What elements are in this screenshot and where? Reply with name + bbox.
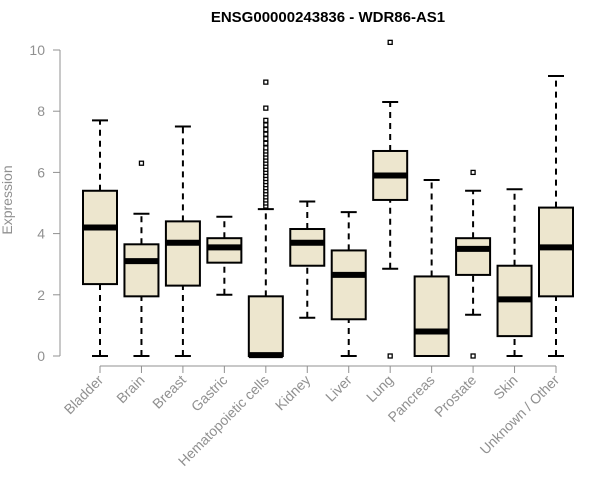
box-rect-0	[82, 189, 118, 286]
x-tick-label-11: Unknown / Other	[477, 372, 563, 458]
x-tick-label-7: Lung	[363, 372, 396, 405]
y-tick-label-4: 8	[37, 103, 45, 119]
box-rect-4	[247, 295, 284, 357]
box-3	[206, 215, 243, 296]
outlier-4-24	[263, 122, 269, 128]
x-tick-label-5: Kidney	[272, 372, 314, 414]
box-11	[538, 75, 574, 357]
y-tick-label-3: 6	[37, 164, 45, 180]
boxes-group	[82, 39, 574, 359]
outlier-9-0	[470, 353, 476, 359]
box-rect-1	[123, 243, 160, 298]
outlier-7-0	[387, 353, 393, 359]
outlier-7-1	[387, 39, 393, 45]
x-tick-label-6: Liver	[322, 372, 355, 405]
outlier-4-22	[263, 131, 269, 137]
y-axis: 0 2 4 6 8 10	[29, 42, 61, 364]
outlier-4-26	[263, 105, 269, 111]
y-tick-label-0: 0	[37, 348, 45, 364]
box-9	[455, 169, 492, 359]
box-6	[330, 211, 367, 357]
x-tick-label-2: Breast	[149, 372, 189, 412]
box-4	[247, 79, 284, 359]
outlier-1-0	[138, 160, 145, 166]
box-7	[372, 39, 409, 359]
outlier-4-23	[263, 126, 269, 133]
chart-title: ENSG00000243836 - WDR86-AS1	[211, 9, 445, 26]
outlier-4-19	[263, 145, 269, 151]
y-tick-label-1: 2	[37, 287, 45, 303]
box-2	[164, 125, 201, 357]
box-rect-2	[164, 220, 201, 287]
box-rect-6	[330, 249, 367, 321]
outlier-4-25	[263, 117, 269, 124]
x-tick-label-9: Prostate	[431, 372, 479, 420]
box-8	[413, 179, 450, 357]
box-0	[82, 119, 118, 357]
box-rect-9	[455, 237, 492, 276]
box-1	[123, 160, 160, 357]
box-rect-5	[289, 228, 326, 267]
outlier-4-27	[263, 79, 269, 85]
x-tick-label-10: Skin	[490, 372, 521, 403]
box-rect-8	[413, 275, 450, 357]
box-10	[496, 188, 533, 357]
y-tick-label-2: 4	[37, 226, 45, 242]
y-axis-label: Expression	[0, 165, 15, 234]
box-rect-11	[538, 206, 574, 298]
x-tick-label-0: Bladder	[61, 372, 107, 418]
box-5	[289, 200, 326, 319]
outlier-9-1	[470, 169, 476, 176]
x-tick-label-1: Brain	[113, 372, 147, 406]
outlier-4-20	[263, 140, 269, 146]
outlier-4-21	[263, 136, 269, 142]
y-tick-label-5: 10	[29, 42, 45, 58]
box-rect-3	[206, 237, 243, 264]
